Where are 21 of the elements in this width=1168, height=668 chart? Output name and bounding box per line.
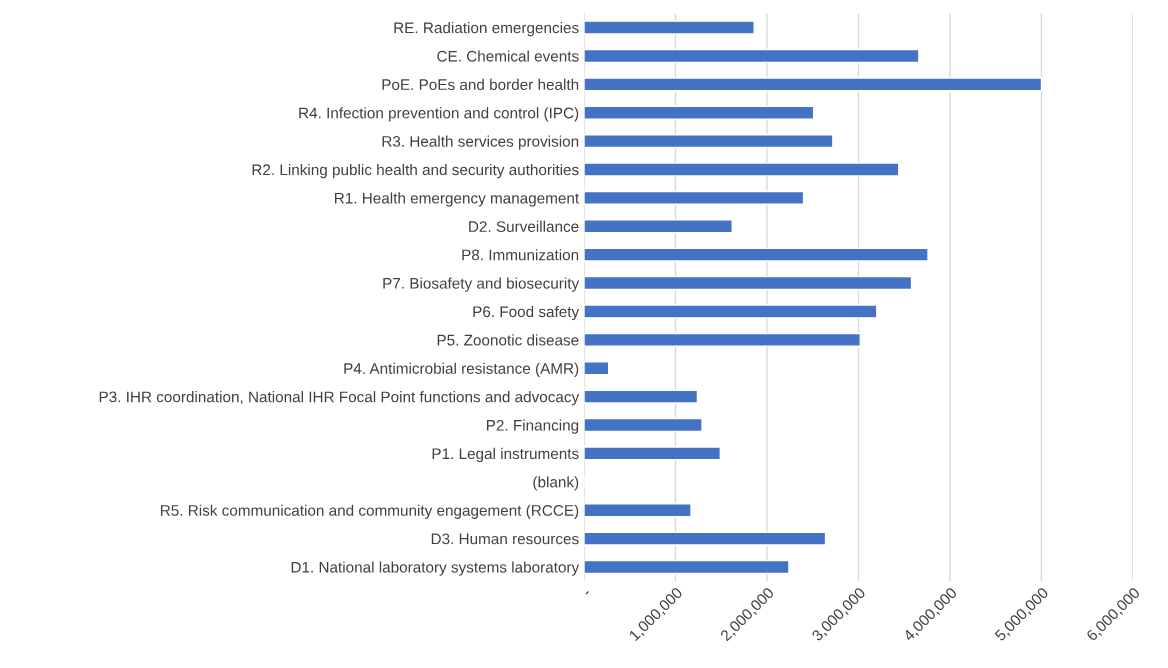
y-tick-label: D1. National laboratory systems laboratory — [291, 561, 580, 576]
y-tick-label: P4. Antimicrobial resistance (AMR) — [344, 362, 579, 377]
y-tick-label: R1. Health emergency management — [334, 192, 580, 207]
y-tick-label: P6. Food safety — [473, 305, 580, 321]
y-tick-label: P2. Financing — [486, 419, 579, 434]
y-tick-label: R4. Infection prevention and control (IPC) — [299, 107, 579, 122]
y-tick-label: R3. Health services provision — [382, 135, 579, 150]
y-tick-label: PoE. PoEs and border health — [382, 78, 579, 91]
y-tick-label: P8. Immunization — [462, 249, 579, 261]
y-tick-label: CE. Chemical events — [437, 50, 579, 62]
y-tick-label: D3. Human resources — [431, 533, 579, 545]
y-tick-label: (blank) — [533, 476, 579, 491]
y-tick-label: P7. Biosafety and biosecurity — [383, 277, 580, 292]
y-tick-label: P5. Zoonotic disease — [437, 334, 579, 346]
y-tick-label: D2. Surveillance — [469, 220, 579, 232]
y-tick-label: R5. Risk communication and community engagement (RCCE) — [160, 504, 579, 519]
y-tick-label: P3. IHR coordination, National IHR Focal Point functions and advocacy — [99, 391, 580, 406]
x-tick-label: - — [585, 591, 589, 595]
y-tick-label: RE. Radiation emergencies — [394, 22, 579, 37]
y-tick-label: P1. Legal instruments — [432, 447, 579, 463]
y-tick-label: R2. Linking public health and security authorities — [252, 163, 579, 179]
